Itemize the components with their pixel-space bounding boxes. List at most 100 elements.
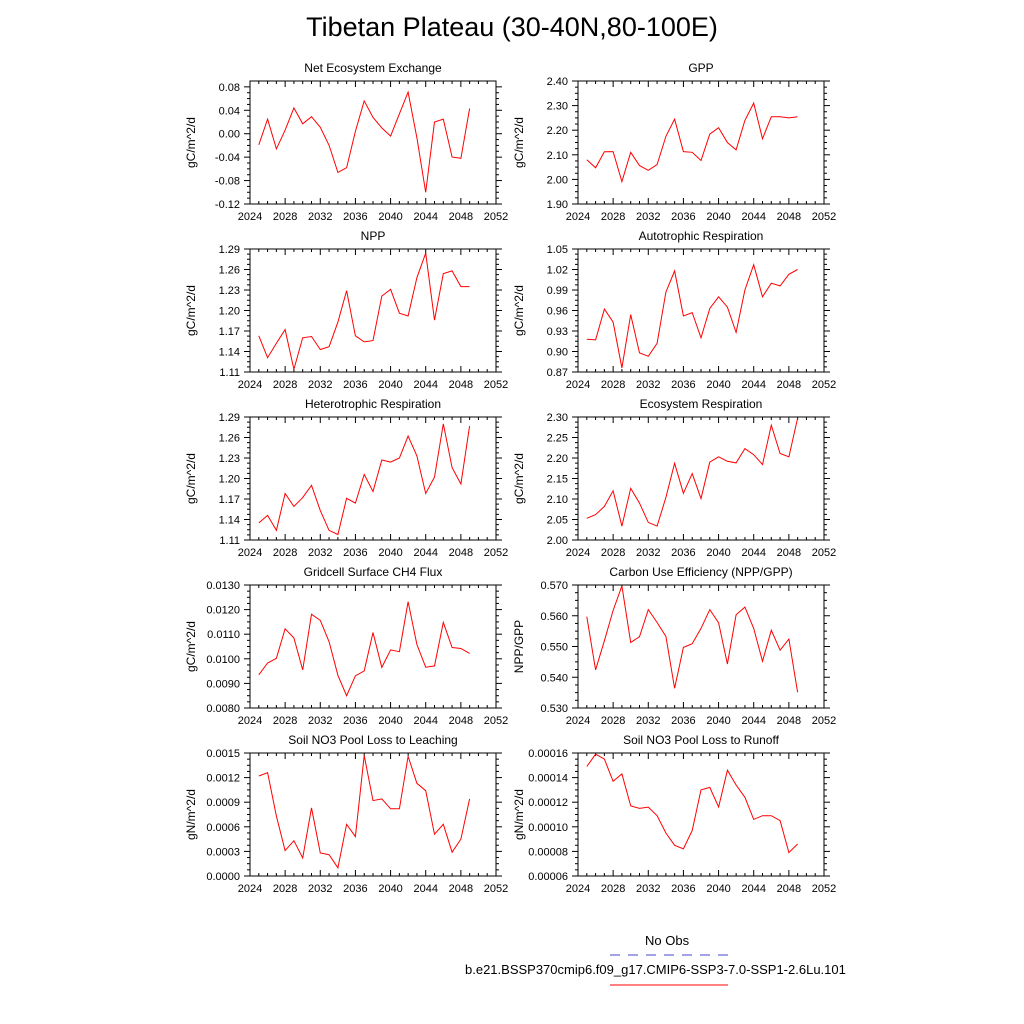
- y-tick-label: 0.560: [540, 611, 568, 623]
- y-tick-label: 0.00006: [528, 871, 568, 883]
- x-tick-label: 2048: [449, 379, 473, 391]
- y-tick-label: 1.11: [219, 535, 240, 547]
- plot-frame: [577, 416, 825, 541]
- x-tick-label: 2028: [273, 379, 297, 391]
- x-tick-label: 2028: [601, 211, 625, 223]
- x-tick-label: 2028: [601, 547, 625, 559]
- x-tick-label: 2040: [378, 379, 402, 391]
- y-axis-label: gN/m^2/d: [512, 789, 526, 840]
- y-tick-label: 0.0015: [206, 748, 240, 760]
- x-tick-label: 2044: [413, 883, 437, 895]
- x-tick-label: 2036: [343, 211, 367, 223]
- y-tick-label: 2.30: [547, 101, 568, 113]
- x-tick-label: 2032: [636, 211, 660, 223]
- x-tick-label: 2048: [777, 211, 801, 223]
- y-tick-label: 2.20: [547, 453, 568, 465]
- y-tick-label: 1.20: [219, 306, 240, 318]
- y-tick-label: 0.550: [540, 642, 568, 654]
- chart-panel-7: 2024 2028 2032 2036 2040 2044 2048 2052 0.0130 0.…: [184, 565, 508, 727]
- page-title: Tibetan Plateau (30-40N,80-100E): [306, 12, 718, 42]
- x-tick-label: 2044: [413, 379, 437, 391]
- chart-title: Heterotrophic Respiration: [305, 397, 441, 411]
- y-tick-label: 0.90: [547, 347, 568, 359]
- y-tick-label: 2.05: [547, 515, 568, 527]
- y-tick-label: 0.00012: [528, 797, 568, 809]
- series-line: [258, 601, 470, 697]
- y-tick-label: 0.0120: [206, 605, 240, 617]
- chart-panel-4: 2024 2028 2032 2036 2040 2044 2048 2052 1.05 1.02…: [512, 229, 836, 391]
- y-tick-label: 1.02: [547, 265, 568, 277]
- plot-frame: [249, 248, 497, 373]
- x-tick-label: 2044: [741, 547, 765, 559]
- y-tick-label: 1.29: [219, 244, 240, 256]
- x-tick-label: 2036: [343, 547, 367, 559]
- y-tick-label: 0.0009: [206, 797, 240, 809]
- x-tick-label: 2024: [566, 715, 590, 727]
- x-tick-label: 2048: [777, 379, 801, 391]
- y-tick-label: 0.08: [219, 82, 240, 94]
- y-axis-label: gN/m^2/d: [184, 789, 198, 840]
- chart-panel-8: 2024 2028 2032 2036 2040 2044 2048 2052 0.570 0.5…: [512, 565, 836, 727]
- y-tick-label: 0.0110: [207, 629, 240, 641]
- y-tick-label: 1.20: [219, 474, 240, 486]
- plot-frame: [249, 416, 497, 541]
- x-tick-label: 2024: [238, 715, 262, 727]
- y-tick-label: 0.0080: [206, 703, 240, 715]
- y-tick-label: 0.0000: [206, 871, 240, 883]
- x-tick-label: 2040: [378, 547, 402, 559]
- x-tick-label: 2040: [378, 715, 402, 727]
- y-tick-label: 0.0100: [206, 654, 240, 666]
- x-tick-label: 2044: [741, 211, 765, 223]
- x-tick-label: 2024: [238, 883, 262, 895]
- y-tick-label: 1.23: [219, 285, 240, 297]
- series-line: [258, 252, 470, 370]
- x-tick-label: 2052: [484, 547, 508, 559]
- x-tick-label: 2028: [601, 715, 625, 727]
- chart-title: Gridcell Surface CH4 Flux: [304, 565, 443, 579]
- chart-panel-2: 2024 2028 2032 2036 2040 2044 2048 2052 2.40 2.30…: [512, 61, 836, 223]
- y-tick-label: 0.570: [540, 580, 568, 592]
- x-tick-label: 2040: [706, 211, 730, 223]
- y-tick-label: 2.00: [547, 535, 568, 547]
- x-tick-label: 2032: [636, 379, 660, 391]
- y-tick-label: 0.00: [219, 129, 240, 141]
- x-tick-label: 2048: [777, 547, 801, 559]
- y-tick-label: 2.10: [547, 150, 568, 162]
- x-tick-label: 2040: [706, 715, 730, 727]
- x-tick-label: 2052: [484, 715, 508, 727]
- y-tick-label: 0.00008: [528, 846, 568, 858]
- y-tick-label: 0.540: [540, 672, 568, 684]
- y-tick-label: 1.14: [219, 347, 240, 359]
- y-tick-label: 0.04: [219, 105, 240, 117]
- series-line: [586, 418, 799, 527]
- y-axis-label: gC/m^2/d: [184, 621, 198, 672]
- x-tick-label: 2024: [566, 379, 590, 391]
- chart-panel-3: 2024 2028 2032 2036 2040 2044 2048 2052 1.29 1.26…: [184, 229, 508, 391]
- x-tick-label: 2028: [273, 715, 297, 727]
- x-tick-label: 2032: [636, 883, 660, 895]
- legend-obs-label: No Obs: [645, 933, 690, 948]
- y-tick-label: 1.90: [547, 199, 568, 211]
- x-tick-label: 2044: [413, 715, 437, 727]
- chart-title: Ecosystem Respiration: [640, 397, 763, 411]
- y-tick-label: 0.00016: [528, 748, 568, 760]
- chart-panel-1: 2024 2028 2032 2036 2040 2044 2048 2052 0.08 0.04…: [184, 61, 508, 223]
- x-tick-label: 2024: [566, 547, 590, 559]
- x-tick-label: 2052: [812, 379, 836, 391]
- y-tick-label: 0.96: [547, 306, 568, 318]
- x-tick-label: 2028: [273, 211, 297, 223]
- chart-panel-9: 2024 2028 2032 2036 2040 2044 2048 2052 0.0015 0.…: [184, 733, 508, 895]
- y-tick-label: 1.26: [219, 265, 240, 277]
- y-tick-label: 0.0012: [206, 773, 240, 785]
- x-tick-label: 2028: [601, 883, 625, 895]
- x-tick-label: 2036: [343, 715, 367, 727]
- plot-frame: [249, 752, 497, 877]
- y-tick-label: 2.10: [547, 494, 568, 506]
- y-axis-label: gC/m^2/d: [184, 117, 198, 168]
- x-tick-label: 2032: [636, 547, 660, 559]
- x-tick-label: 2032: [308, 547, 332, 559]
- x-tick-label: 2036: [343, 379, 367, 391]
- plot-frame: [577, 752, 825, 877]
- plot-frame: [249, 584, 497, 709]
